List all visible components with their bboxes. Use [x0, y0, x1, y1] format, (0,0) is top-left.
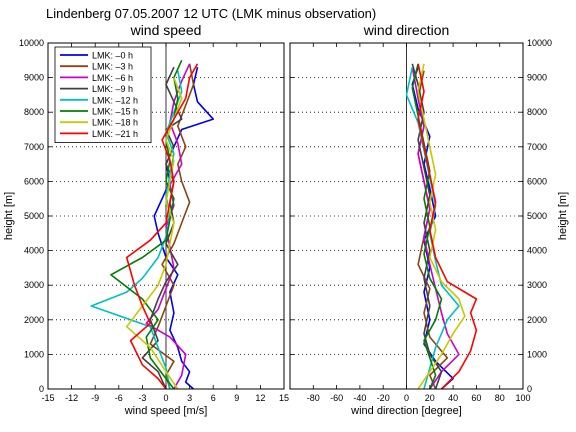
- y-tick-label: 1000: [24, 349, 44, 359]
- series-line: [149, 63, 195, 390]
- y-axis-label: height [m]: [3, 192, 15, 240]
- y-tick-label: 0: [527, 384, 532, 394]
- wind-direction-panel: -80 -60 -40 -20 0 20 40 60 80 1000100020003000400…: [289, 22, 569, 417]
- legend-label: LMK: –6 h: [92, 73, 133, 83]
- wind-speed-panel: -15 -12 -9 -6 -3 0 3 6 9 12 15 0 1000 2000 3000 4000 500…: [3, 22, 289, 417]
- x-tick-label: 60: [471, 393, 481, 403]
- x-axis-label: wind direction [degree]: [350, 405, 462, 417]
- x-axis-label: wind speed [m/s]: [124, 405, 208, 417]
- x-tick-label: -3: [138, 393, 146, 403]
- chart-title: wind speed: [130, 22, 202, 38]
- x-tick-label: -80: [307, 393, 320, 403]
- x-tick-label: -15: [41, 393, 54, 403]
- y-tick-label: 1000: [527, 349, 547, 359]
- figure-suptitle: Lindenberg 07.05.2007 12 UTC (LMK minus …: [46, 6, 376, 21]
- legend-label: LMK: –12 h: [92, 95, 138, 105]
- y-tick-label: 2000: [527, 315, 547, 325]
- y-tick-label: 2000: [24, 315, 44, 325]
- x-tick-label: 15: [279, 393, 289, 403]
- legend-label: LMK: –3 h: [92, 62, 133, 72]
- y-tick-label: 4000: [24, 246, 44, 256]
- legend-label: LMK: –21 h: [92, 129, 138, 139]
- y-tick-label: 10000: [527, 38, 552, 48]
- y-axis-label: height [m]: [557, 192, 569, 240]
- y-tick-label: 3000: [24, 280, 44, 290]
- y-tick-label: 7000: [527, 142, 547, 152]
- y-tick-label: 4000: [527, 246, 547, 256]
- x-tick-label: 0: [163, 393, 168, 403]
- chart-title: wind direction: [363, 22, 450, 38]
- series-line: [125, 77, 183, 390]
- series-line: [125, 63, 199, 390]
- series-line: [153, 67, 214, 390]
- x-tick-label: 40: [448, 393, 458, 403]
- series-line: [417, 63, 478, 390]
- x-tick-label: 100: [515, 393, 530, 403]
- y-tick-label: 3000: [527, 280, 547, 290]
- x-tick-label: -9: [91, 393, 99, 403]
- y-tick-label: 8000: [527, 107, 547, 117]
- y-tick-label: 8000: [24, 107, 44, 117]
- x-tick-label: 20: [425, 393, 435, 403]
- y-tick-label: 5000: [527, 211, 547, 221]
- y-tick-label: 9000: [24, 73, 44, 83]
- x-tick-label: -12: [65, 393, 78, 403]
- x-tick-label: -6: [115, 393, 123, 403]
- y-tick-label: 6000: [527, 176, 547, 186]
- x-tick-label: 12: [255, 393, 265, 403]
- y-tick-label: 10000: [19, 38, 44, 48]
- y-tick-label: 6000: [24, 176, 44, 186]
- series-line: [411, 67, 460, 390]
- x-tick-label: -20: [377, 393, 390, 403]
- legend-label: LMK: –9 h: [92, 84, 133, 94]
- x-tick-label: 3: [187, 393, 192, 403]
- x-tick-label: 9: [234, 393, 239, 403]
- x-tick-label: -60: [330, 393, 343, 403]
- legend-label: LMK: –15 h: [92, 107, 138, 117]
- legend-box: [54, 46, 152, 143]
- y-tick-label: 5000: [24, 211, 44, 221]
- y-tick-label: 7000: [24, 142, 44, 152]
- series-line: [417, 63, 466, 390]
- legend-label: LMK: –0 h: [92, 51, 133, 61]
- legend-label: LMK: –18 h: [92, 118, 138, 128]
- y-tick-label: 0: [39, 384, 44, 394]
- x-tick-label: 80: [495, 393, 505, 403]
- y-tick-label: 9000: [527, 73, 547, 83]
- x-tick-label: -40: [353, 393, 366, 403]
- x-tick-label: 0: [404, 393, 409, 403]
- x-tick-label: 6: [211, 393, 216, 403]
